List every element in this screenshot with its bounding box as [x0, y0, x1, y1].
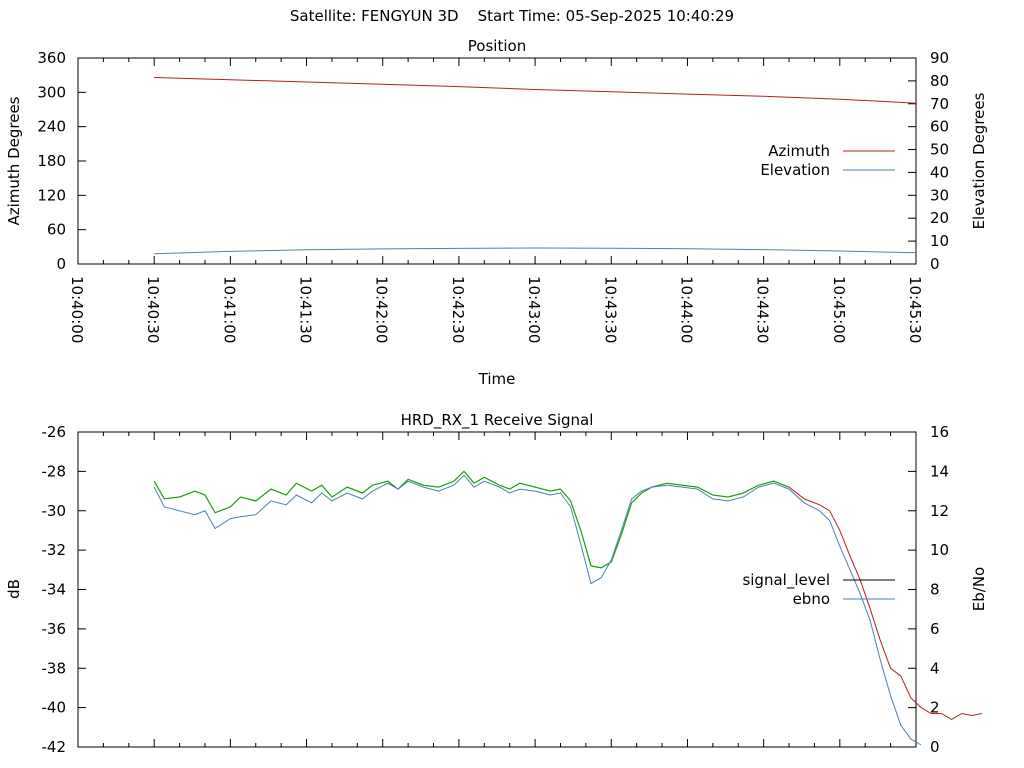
- position-title: Position: [468, 37, 526, 55]
- position-y2-tick-label: 90: [930, 49, 949, 67]
- position-x-axis-title: Time: [478, 370, 516, 388]
- position-chart: Position Time Azimuth Degrees Elevation …: [5, 37, 988, 388]
- signal-y-tick-label: -28: [42, 462, 67, 480]
- signal-y-tick-label: -32: [42, 541, 67, 559]
- position-y2-tick-label: 70: [930, 95, 949, 113]
- position-y-axis-title: Azimuth Degrees: [5, 96, 23, 225]
- signal-y2-tick-label: 16: [930, 423, 949, 441]
- position-y2-axis-title: Elevation Degrees: [970, 92, 988, 229]
- signal-y-tick-label: -40: [42, 699, 67, 717]
- position-x-tick-label: 10:42:00: [373, 276, 391, 343]
- signal-y2-tick-label: 10: [930, 541, 949, 559]
- position-x-tick-label: 10:41:00: [220, 276, 238, 343]
- signal-y2-tick-label: 8: [930, 581, 940, 599]
- signal-y2-tick-label: 12: [930, 502, 949, 520]
- position-y-tick-label: 180: [37, 152, 66, 170]
- position-x-tick-label: 10:44:30: [754, 276, 772, 343]
- signal-title: HRD_RX_1 Receive Signal: [401, 411, 594, 430]
- position-x-tick-label: 10:45:30: [906, 276, 924, 343]
- position-y2-tick-label: 50: [930, 141, 949, 159]
- position-y2-tick-label: 0: [930, 255, 940, 273]
- signal-y2-tick-label: 14: [930, 462, 949, 480]
- position-y2-tick-label: 20: [930, 209, 949, 227]
- series-line-signal-level-overlay: [153, 470, 790, 569]
- position-y-tick-label: 60: [47, 221, 66, 239]
- position-y2-tick-label: 30: [930, 186, 949, 204]
- position-y-tick-label: 120: [37, 186, 66, 204]
- signal-y-axis-title: dB: [5, 579, 23, 599]
- signal-y2-axis-title: Eb/No: [970, 567, 988, 611]
- position-y-tick-label: 0: [56, 255, 66, 273]
- position-x-tick-label: 10:42:30: [449, 276, 467, 343]
- signal-y2-tick-label: 4: [930, 659, 940, 677]
- position-x-tick-label: 10:40:00: [68, 276, 86, 343]
- signal-y2-tick-label: 6: [930, 620, 940, 638]
- position-y2-tick-label: 80: [930, 72, 949, 90]
- signal-y-tick-label: -34: [42, 581, 67, 599]
- position-x-tick-label: 10:43:00: [525, 276, 543, 343]
- position-x-tick-label: 10:40:30: [144, 276, 162, 343]
- signal-plot-frame: [77, 431, 917, 748]
- legend-label-elevation: Elevation: [760, 161, 830, 179]
- position-x-tick-label: 10:45:00: [830, 276, 848, 343]
- signal-chart: HRD_RX_1 Receive Signal dB Eb/No -42 -40 -…: [5, 411, 988, 756]
- signal-y-tick-label: -38: [42, 659, 67, 677]
- series-line-elevation: [154, 247, 917, 255]
- position-y2-tick-label: 60: [930, 118, 949, 136]
- position-y-tick-label: 300: [37, 83, 66, 101]
- series-line-signal-level: [153, 470, 983, 720]
- chart-header: Satellite: FENGYUN 3D Start Time: 05-Sep…: [0, 7, 1024, 25]
- position-y-tick-label: 360: [37, 49, 66, 67]
- position-legend: Azimuth Elevation: [760, 142, 895, 179]
- signal-y-tick-label: -36: [42, 620, 67, 638]
- start-time-label: Start Time: 05-Sep-2025 10:40:29: [477, 7, 735, 25]
- signal-y2-tick-label: 0: [930, 738, 940, 756]
- satellite-label: Satellite: FENGYUN 3D: [289, 7, 459, 25]
- series-line-ebno: [153, 474, 922, 746]
- position-y-tick-label: 240: [37, 118, 66, 136]
- signal-y-tick-label: -42: [42, 738, 67, 756]
- position-x-tick-label: 10:41:30: [297, 276, 315, 343]
- position-y2-tick-label: 40: [930, 163, 949, 181]
- legend-label-azimuth: Azimuth: [768, 142, 830, 160]
- legend-label-signal-level: signal_level: [742, 571, 830, 590]
- series-line-azimuth: [154, 77, 917, 104]
- position-x-tick-label: 10:43:30: [601, 276, 619, 343]
- position-x-tick-label: 10:44:00: [677, 276, 695, 343]
- signal-y2-tick-label: 2: [930, 699, 940, 717]
- signal-y-tick-label: -30: [42, 502, 67, 520]
- signal-legend: signal_level ebno: [742, 571, 895, 608]
- legend-label-ebno: ebno: [793, 590, 830, 608]
- signal-y-tick-label: -26: [42, 423, 67, 441]
- position-y2-tick-label: 10: [930, 232, 949, 250]
